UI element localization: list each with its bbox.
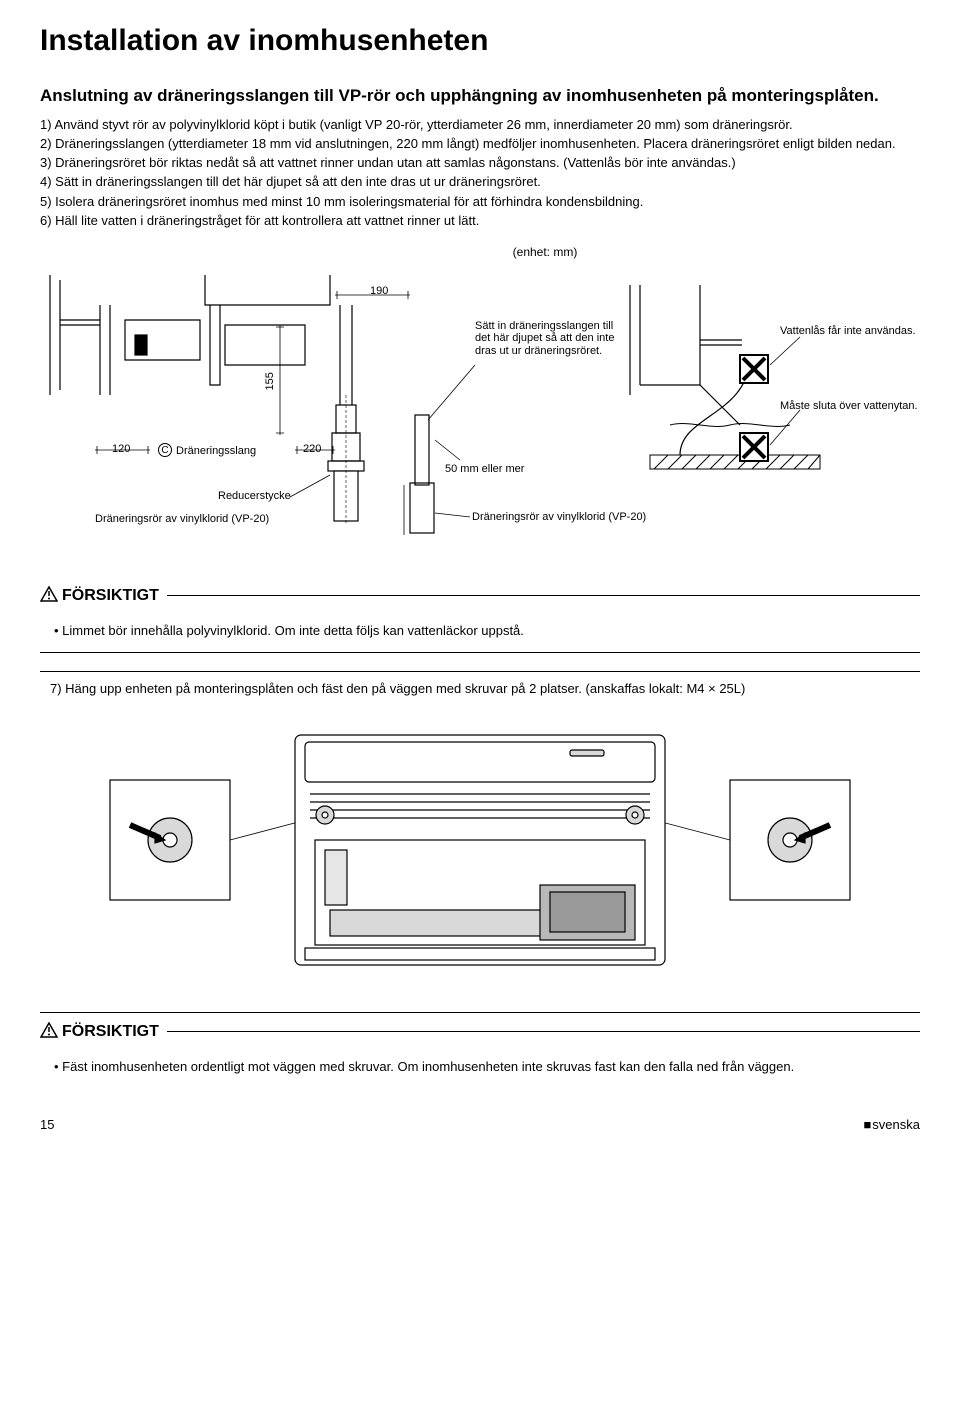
unit-label: (enhet: mm): [170, 244, 920, 261]
step-6: 6) Häll lite vatten i dräneringstråget f…: [40, 212, 920, 230]
insert-depth-label: Sätt in dräneringsslangen till det här d…: [475, 320, 625, 358]
dim-155: 155: [264, 372, 277, 390]
warning-icon: [40, 586, 58, 609]
step-7: 7) Häng upp enheten på monteringsplåten …: [50, 680, 910, 698]
mounting-diagram: [50, 710, 910, 995]
dim-220: 220: [303, 443, 321, 456]
vp20-left-label: Dräneringsrör av vinylklorid (VP-20): [95, 513, 269, 526]
caution-1-text: Limmet bör innehålla polyvinylklorid. Om…: [54, 622, 912, 640]
dim-190: 190: [370, 285, 388, 298]
language-label: svenska: [863, 1116, 920, 1134]
no-trap-label: Vattenlås får inte användas.: [780, 325, 920, 338]
section-subtitle: Anslutning av dräneringsslangen till VP-…: [40, 84, 920, 108]
drainage-diagram: 190 155 120 C Dräneringsslang 220 Reduce…: [40, 265, 920, 575]
step-7-box: 7) Häng upp enheten på monteringsplåten …: [40, 671, 920, 1012]
reducer-label: Reducerstycke: [218, 490, 291, 503]
above-water-label: Måste sluta över vattenytan.: [780, 400, 920, 413]
caution-label-2: FÖRSIKTIGT: [62, 1023, 159, 1040]
step-3: 3) Dräneringsröret bör riktas nedåt så a…: [40, 154, 920, 172]
dim-50mm: 50 mm eller mer: [445, 463, 524, 476]
drain-hose-label: Dräneringsslang: [176, 445, 256, 458]
callout-c-icon: C: [158, 443, 172, 457]
warning-icon: [40, 1022, 58, 1045]
dim-120: 120: [112, 443, 130, 456]
caution-box-1: FÖRSIKTIGT Limmet bör innehålla polyviny…: [40, 595, 920, 654]
caution-label-1: FÖRSIKTIGT: [62, 587, 159, 604]
instructions-list: 1) Använd styvt rör av polyvinylklorid k…: [40, 116, 920, 230]
page-footer: 15 svenska: [40, 1116, 920, 1134]
caution-2-text: Fäst inomhusenheten ordentligt mot vägge…: [54, 1058, 912, 1076]
vp20-right-label: Dräneringsrör av vinylklorid (VP-20): [472, 511, 646, 524]
step-1: 1) Använd styvt rör av polyvinylklorid k…: [40, 116, 920, 134]
step-5: 5) Isolera dräneringsröret inomhus med m…: [40, 193, 920, 211]
caution-box-2: FÖRSIKTIGT Fäst inomhusenheten ordentlig…: [40, 1031, 920, 1089]
page-title: Installation av inomhusenheten: [40, 20, 920, 62]
step-4: 4) Sätt in dräneringsslangen till det hä…: [40, 173, 920, 191]
page-number: 15: [40, 1116, 54, 1134]
step-2: 2) Dräneringsslangen (ytterdiameter 18 m…: [40, 135, 920, 153]
